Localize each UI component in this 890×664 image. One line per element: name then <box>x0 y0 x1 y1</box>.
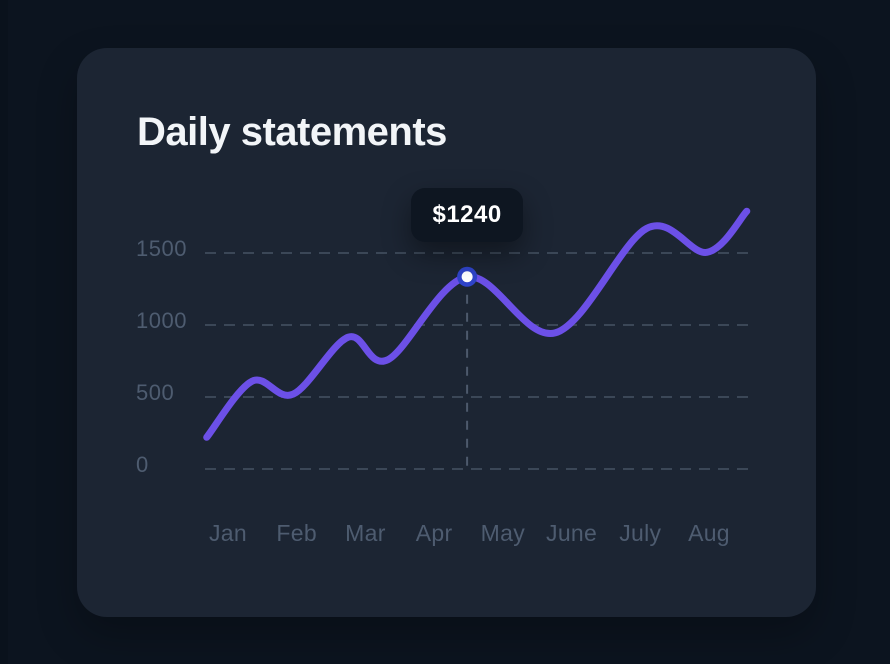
active-point-dot <box>461 271 473 283</box>
y-tick-label-0: 0 <box>136 452 149 477</box>
tooltip-value-label: $1240 <box>432 200 502 228</box>
x-label-mar: Mar <box>345 520 386 546</box>
x-label-feb: Feb <box>276 520 317 546</box>
chart-canvas <box>203 207 751 470</box>
left-edge-strip <box>0 0 8 664</box>
y-tick-label-1500: 1500 <box>136 236 187 261</box>
x-label-aug: Aug <box>688 520 730 546</box>
x-label-apr: Apr <box>415 520 453 546</box>
daily-statements-card: Daily statements 0 500 1000 1500 Jan Feb Mar A… <box>77 48 816 617</box>
y-tick-label-1000: 1000 <box>136 308 187 333</box>
x-label-jan: Jan <box>209 520 247 546</box>
x-label-may: May <box>480 520 526 546</box>
y-tick-label-500: 500 <box>136 380 175 405</box>
chart-title: Daily statements <box>137 110 447 154</box>
x-label-june: June <box>546 520 598 546</box>
value-tooltip: $1240 <box>411 187 524 242</box>
series-line <box>203 207 751 441</box>
line-chart[interactable]: 0 500 1000 1500 Jan Feb Mar Apr May June July Aug … <box>77 48 816 617</box>
x-label-july: July <box>619 520 662 546</box>
